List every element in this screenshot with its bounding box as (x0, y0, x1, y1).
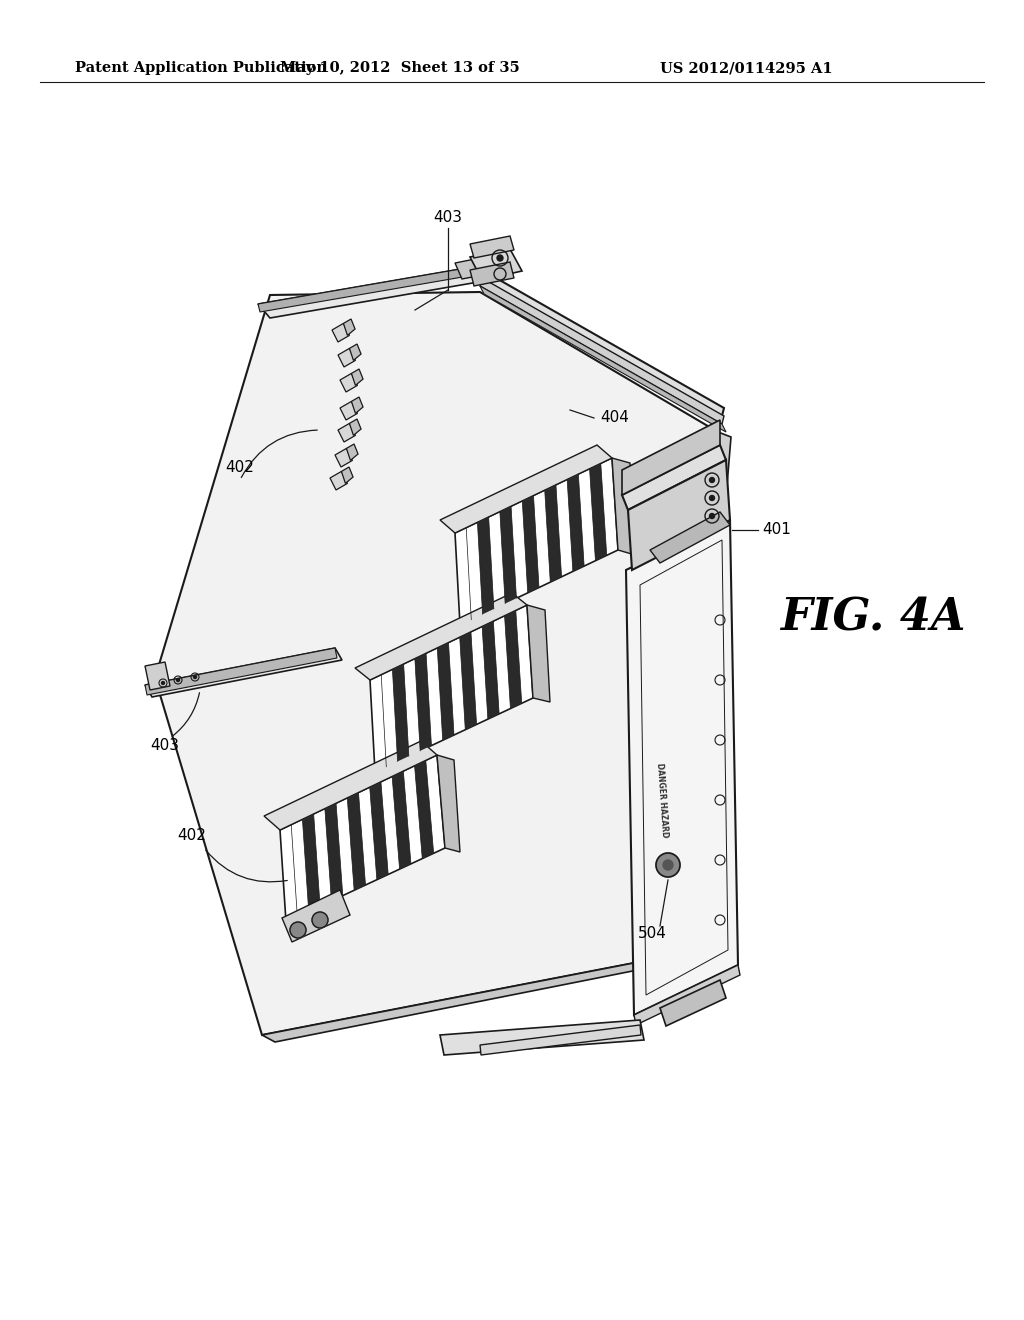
Polygon shape (460, 632, 476, 730)
Polygon shape (470, 249, 522, 280)
Text: 404: 404 (600, 411, 629, 425)
Polygon shape (302, 814, 321, 911)
Polygon shape (349, 345, 361, 360)
Polygon shape (145, 663, 170, 690)
Polygon shape (545, 484, 561, 582)
Text: 402: 402 (177, 828, 207, 842)
Circle shape (710, 495, 715, 500)
Text: 504: 504 (638, 927, 667, 941)
Polygon shape (415, 653, 431, 751)
FancyArrowPatch shape (242, 430, 317, 478)
Polygon shape (440, 1020, 644, 1055)
Circle shape (176, 678, 179, 681)
Circle shape (710, 478, 715, 483)
Polygon shape (351, 370, 364, 385)
Polygon shape (480, 1026, 641, 1055)
Polygon shape (455, 256, 498, 279)
Polygon shape (567, 474, 584, 572)
Polygon shape (477, 517, 494, 614)
Polygon shape (349, 418, 361, 436)
Polygon shape (370, 605, 534, 772)
Circle shape (663, 861, 673, 870)
Text: US 2012/0114295 A1: US 2012/0114295 A1 (660, 61, 833, 75)
Polygon shape (626, 520, 738, 1015)
Text: 403: 403 (151, 738, 179, 754)
Polygon shape (505, 610, 521, 709)
Polygon shape (480, 286, 726, 432)
Polygon shape (343, 319, 355, 335)
Text: FIG. 4A: FIG. 4A (780, 597, 966, 639)
Text: May 10, 2012  Sheet 13 of 35: May 10, 2012 Sheet 13 of 35 (281, 61, 520, 75)
Polygon shape (590, 463, 606, 561)
Polygon shape (392, 664, 409, 762)
Polygon shape (522, 495, 539, 593)
Polygon shape (480, 271, 724, 416)
Polygon shape (258, 267, 490, 318)
Polygon shape (437, 643, 454, 741)
Text: Patent Application Publication: Patent Application Publication (75, 61, 327, 75)
Text: 403: 403 (433, 210, 463, 226)
Polygon shape (351, 397, 364, 413)
Polygon shape (155, 292, 718, 1035)
Polygon shape (258, 267, 480, 312)
Circle shape (710, 513, 715, 519)
Polygon shape (675, 432, 731, 960)
Polygon shape (325, 803, 343, 900)
Polygon shape (527, 605, 550, 702)
Polygon shape (332, 323, 349, 342)
Polygon shape (346, 444, 358, 461)
Polygon shape (330, 471, 347, 490)
Polygon shape (470, 261, 514, 286)
Polygon shape (262, 954, 688, 1041)
Polygon shape (500, 506, 516, 603)
FancyArrowPatch shape (206, 850, 288, 882)
Circle shape (290, 921, 306, 939)
Polygon shape (355, 593, 527, 680)
Text: 401: 401 (762, 523, 791, 537)
Polygon shape (370, 781, 388, 879)
Polygon shape (480, 279, 724, 424)
Polygon shape (392, 771, 411, 869)
Polygon shape (622, 445, 726, 510)
Polygon shape (440, 445, 612, 533)
Polygon shape (280, 755, 445, 921)
Polygon shape (335, 449, 352, 467)
Polygon shape (340, 401, 357, 420)
Circle shape (497, 255, 503, 261)
Polygon shape (470, 236, 514, 257)
Circle shape (656, 853, 680, 876)
Polygon shape (660, 979, 726, 1026)
Polygon shape (455, 458, 618, 624)
Circle shape (194, 676, 197, 678)
Polygon shape (338, 424, 355, 442)
Text: DANGER HAZARD: DANGER HAZARD (655, 763, 669, 838)
Polygon shape (264, 741, 437, 830)
Polygon shape (145, 648, 342, 697)
Polygon shape (622, 420, 720, 495)
Polygon shape (415, 760, 433, 858)
Polygon shape (341, 467, 353, 483)
Polygon shape (437, 755, 460, 851)
Polygon shape (650, 512, 730, 564)
Polygon shape (340, 374, 357, 392)
Polygon shape (628, 459, 730, 570)
Polygon shape (338, 348, 355, 367)
Polygon shape (482, 622, 499, 719)
Circle shape (312, 912, 328, 928)
Polygon shape (347, 792, 366, 890)
Polygon shape (612, 458, 635, 554)
Circle shape (162, 681, 165, 685)
FancyArrowPatch shape (172, 693, 200, 737)
Text: 402: 402 (225, 461, 254, 475)
Polygon shape (145, 648, 337, 696)
Polygon shape (282, 890, 350, 942)
Polygon shape (634, 965, 740, 1026)
